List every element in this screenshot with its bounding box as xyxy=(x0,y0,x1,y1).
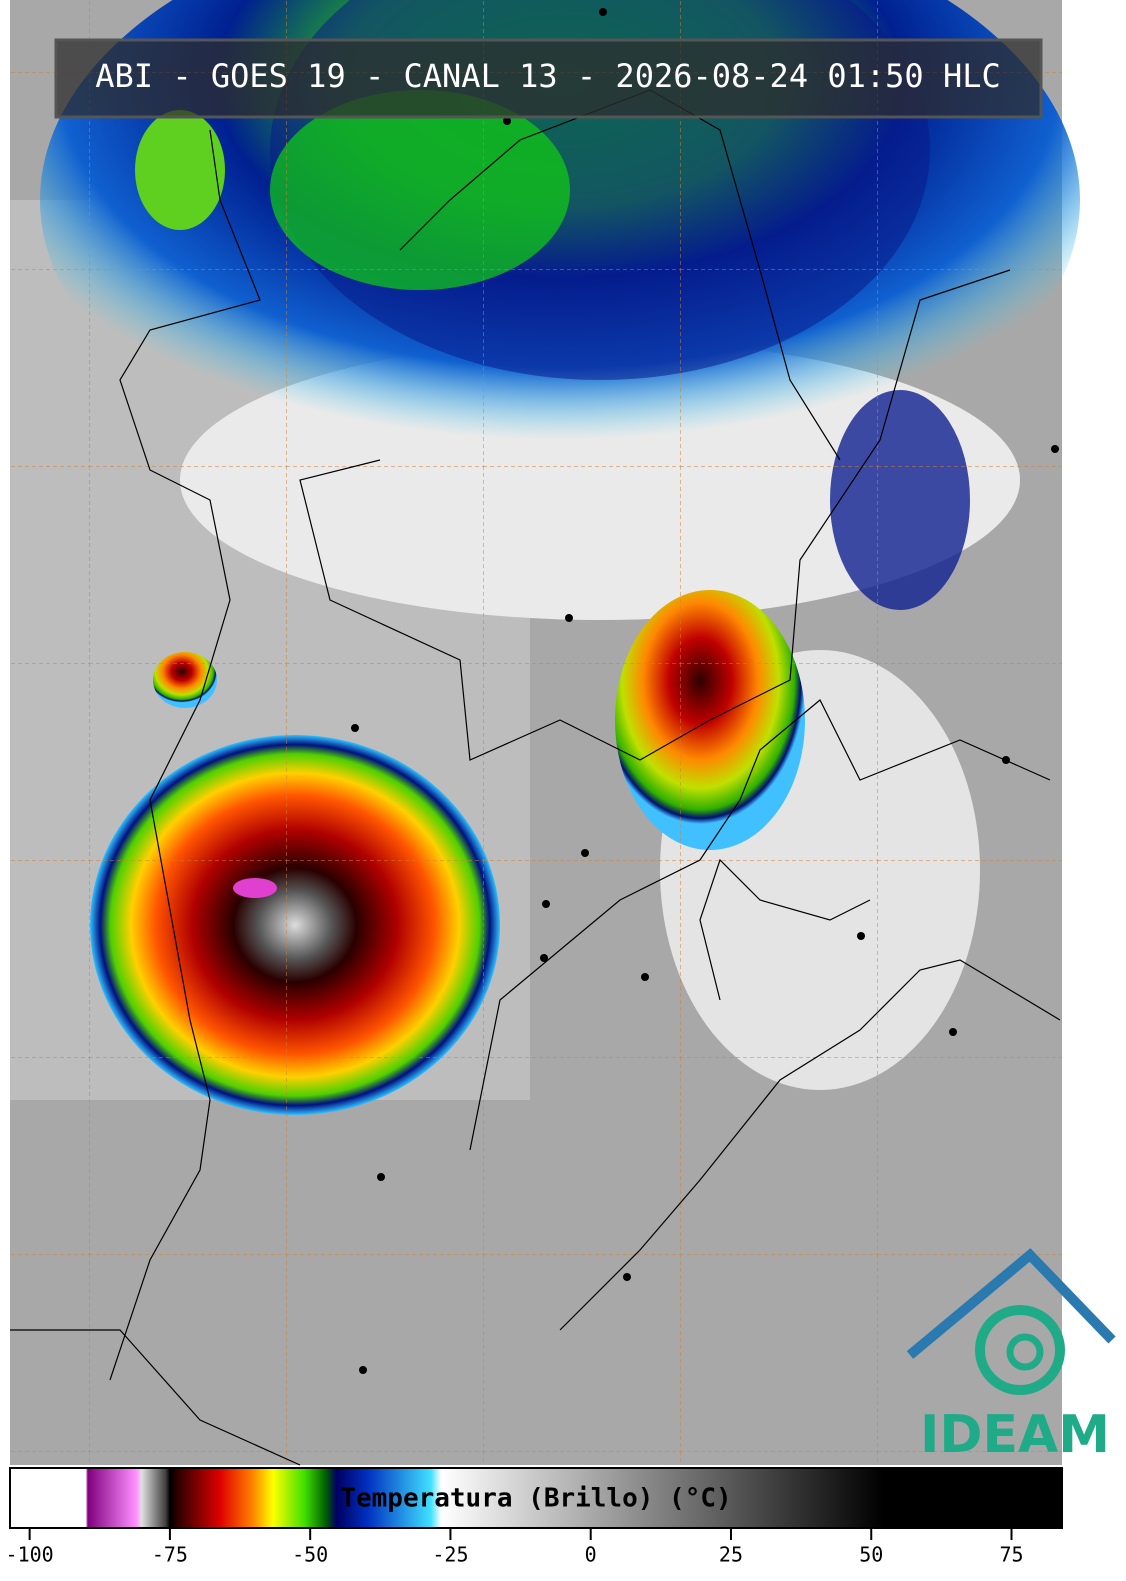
tick-label: -100 xyxy=(6,1543,54,1567)
borders xyxy=(10,89,1061,1466)
logo-swirl xyxy=(1006,1333,1044,1371)
tick-label: 25 xyxy=(719,1543,743,1567)
title: ABI - GOES 19 - CANAL 13 - 2026-08-24 01… xyxy=(95,57,1000,95)
colorbar xyxy=(9,1467,1063,1529)
tick-label: -50 xyxy=(292,1543,328,1567)
colorbar-label: Temperatura (Brillo) (°C) xyxy=(340,1484,731,1514)
logo-text: IDEAM xyxy=(920,1405,1110,1465)
tick-label: 75 xyxy=(999,1543,1023,1567)
tick-label: -25 xyxy=(432,1543,468,1567)
tick-label: 0 xyxy=(585,1543,597,1567)
logo-roof xyxy=(906,1248,1116,1359)
cities xyxy=(351,8,1059,1374)
tick-label: -75 xyxy=(152,1543,188,1567)
logo-swirl xyxy=(975,1305,1065,1395)
lat-lon-grid xyxy=(10,0,1062,1465)
title-box xyxy=(54,38,1043,119)
tick-label: 50 xyxy=(859,1543,883,1567)
